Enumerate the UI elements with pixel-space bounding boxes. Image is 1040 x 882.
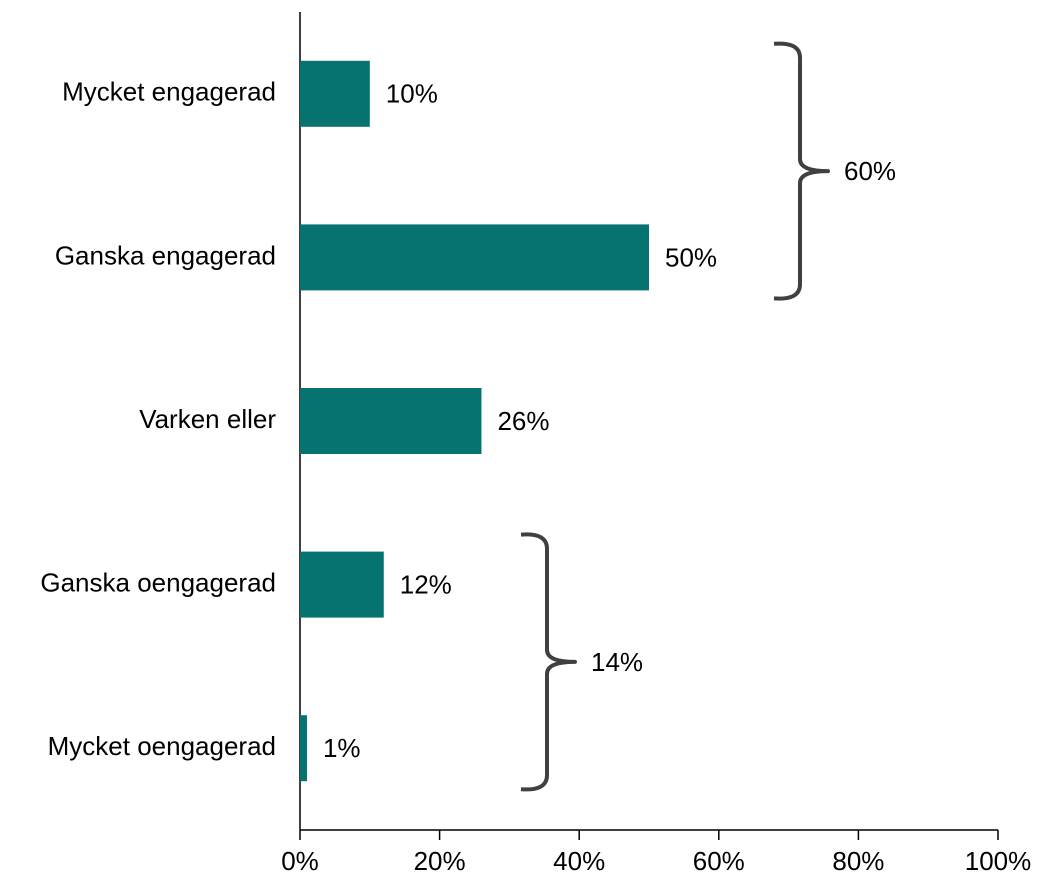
bar <box>300 60 370 127</box>
y-tick-label: Ganska engagerad <box>55 240 276 270</box>
y-tick-label: Ganska oengagerad <box>40 567 276 597</box>
bar <box>300 388 482 454</box>
bar <box>300 551 384 618</box>
value-label: 50% <box>665 242 717 272</box>
x-tick-label: 100% <box>965 846 1032 876</box>
y-tick-label: Mycket engagerad <box>62 77 276 107</box>
x-tick-label: 80% <box>832 846 884 876</box>
value-label: 1% <box>323 733 361 763</box>
x-tick-label: 60% <box>693 846 745 876</box>
bar <box>300 224 649 291</box>
value-label: 12% <box>400 569 452 599</box>
y-tick-label: Varken eller <box>139 404 276 434</box>
bracket <box>520 532 577 792</box>
bracket <box>773 41 830 301</box>
x-tick-label: 0% <box>281 846 319 876</box>
value-label: 10% <box>386 79 438 109</box>
x-tick-label: 20% <box>414 846 466 876</box>
bracket-label: 60% <box>844 156 896 186</box>
y-tick-label: Mycket oengagerad <box>48 731 276 761</box>
bar <box>300 715 307 782</box>
value-label: 26% <box>497 406 549 436</box>
x-tick-label: 40% <box>553 846 605 876</box>
bracket-label: 14% <box>591 647 643 677</box>
